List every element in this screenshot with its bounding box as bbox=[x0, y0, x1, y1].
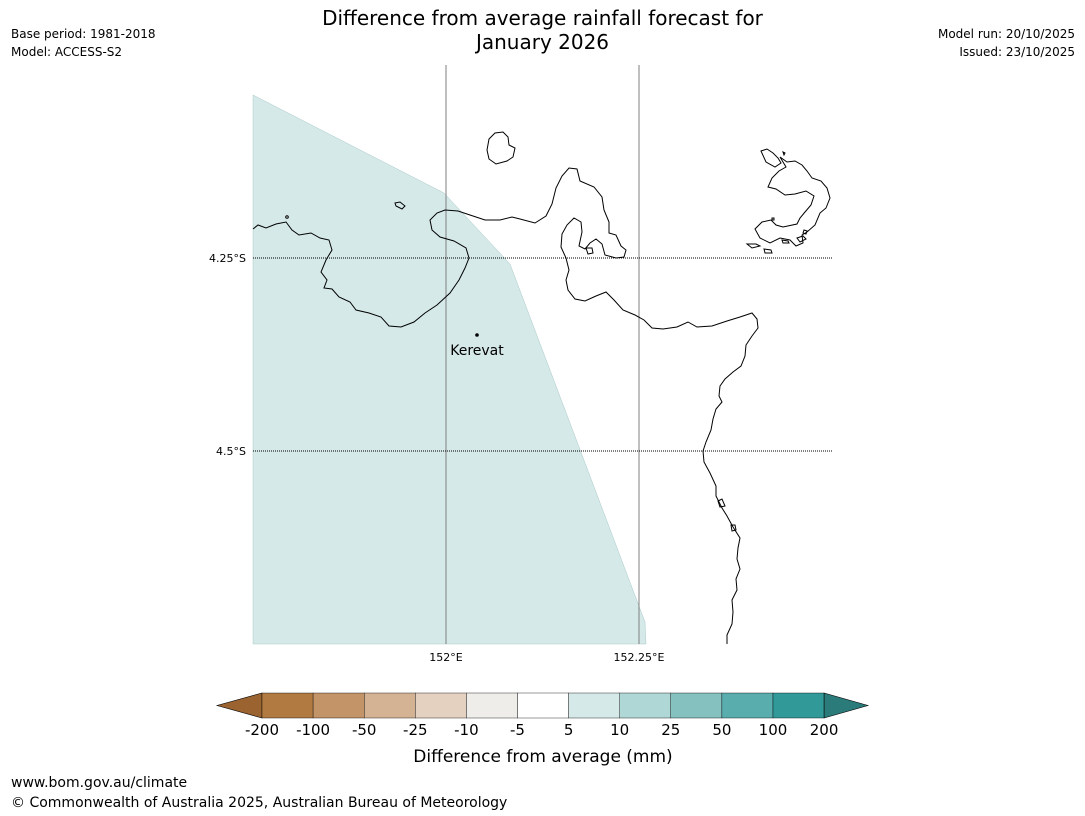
colorbar-swatch bbox=[721, 692, 774, 719]
footer-copyright: © Commonwealth of Australia 2025, Austra… bbox=[11, 795, 508, 811]
colorbar-tick-label: 200 bbox=[810, 721, 839, 739]
title-line-2: January 2026 bbox=[475, 30, 610, 54]
colorbar-tick-label: -25 bbox=[403, 721, 428, 739]
issued-text: Issued: 23/10/2025 bbox=[959, 45, 1075, 59]
colorbar-swatch bbox=[670, 692, 723, 719]
colorbar-swatch bbox=[466, 692, 518, 719]
colorbar-tick-label: 100 bbox=[759, 721, 788, 739]
chart-title: Difference from average rainfall forecas… bbox=[0, 6, 1085, 54]
colorbar-swatch bbox=[364, 692, 416, 719]
colorbar-swatch bbox=[261, 692, 314, 719]
colorbar-title: Difference from average (mm) bbox=[413, 747, 672, 767]
metadata-right: Model run: 20/10/2025 Issued: 23/10/2025 bbox=[938, 25, 1075, 61]
colorbar-tick-label: -10 bbox=[454, 721, 479, 739]
colorbar-tick-label: 5 bbox=[564, 721, 574, 739]
islet-west bbox=[285, 215, 289, 219]
model-text: Model: ACCESS-S2 bbox=[11, 45, 123, 59]
colorbar-extend-high bbox=[823, 692, 870, 719]
islet-bay bbox=[585, 247, 594, 255]
footer-url: www.bom.gov.au/climate bbox=[11, 775, 188, 791]
longitude-label-152-25: 152.25°E bbox=[614, 651, 665, 664]
forecast-map: Kerevat 4.25°S 4.5°S 152°E 152.25°E bbox=[209, 65, 832, 664]
kerevat-marker bbox=[475, 333, 479, 337]
colorbar-tick-label: -50 bbox=[352, 721, 377, 739]
colorbar-extend-low bbox=[215, 692, 263, 719]
colorbar-tick-label: -5 bbox=[510, 721, 525, 739]
colorbar-swatch bbox=[619, 692, 672, 719]
coastline bbox=[252, 131, 831, 644]
island-north bbox=[486, 131, 516, 165]
colorbar-swatches bbox=[215, 692, 870, 719]
colorbar-swatch bbox=[568, 692, 620, 719]
colorbar: -200 -100 -50 -25 -10 -5 5 10 25 50 100 200 Differe… bbox=[215, 692, 870, 767]
colorbar-swatch bbox=[312, 692, 365, 719]
colorbar-swatch bbox=[415, 692, 467, 719]
islet-east-2 bbox=[730, 524, 737, 532]
base-period-text: Base period: 1981-2018 bbox=[11, 27, 156, 41]
title-line-1: Difference from average rainfall forecas… bbox=[322, 6, 763, 30]
latitude-label-4-5: 4.5°S bbox=[216, 445, 246, 458]
islet-east-1 bbox=[717, 498, 726, 508]
colorbar-tick-labels: -200 -100 -50 -25 -10 -5 5 10 25 50 100 200 bbox=[245, 721, 838, 739]
metadata-left: Base period: 1981-2018 Model: ACCESS-S2 bbox=[11, 25, 156, 61]
longitude-label-152: 152°E bbox=[429, 651, 462, 664]
colorbar-tick-label: 25 bbox=[661, 721, 680, 739]
colorbar-swatch bbox=[772, 692, 825, 719]
colorbar-tick-label: 10 bbox=[610, 721, 629, 739]
coastline-west-bay bbox=[252, 167, 759, 644]
colorbar-tick-label: -200 bbox=[245, 721, 279, 739]
islands-northeast bbox=[745, 148, 831, 254]
islet-small bbox=[394, 201, 406, 210]
latitude-label-4-25: 4.25°S bbox=[209, 252, 246, 265]
model-run-text: Model run: 20/10/2025 bbox=[937, 27, 1075, 41]
forecast-shaded-region bbox=[252, 94, 647, 645]
colorbar-swatch bbox=[517, 692, 569, 719]
kerevat-label: Kerevat bbox=[450, 343, 504, 359]
colorbar-tick-label: 50 bbox=[712, 721, 731, 739]
colorbar-tick-label: -100 bbox=[296, 721, 330, 739]
